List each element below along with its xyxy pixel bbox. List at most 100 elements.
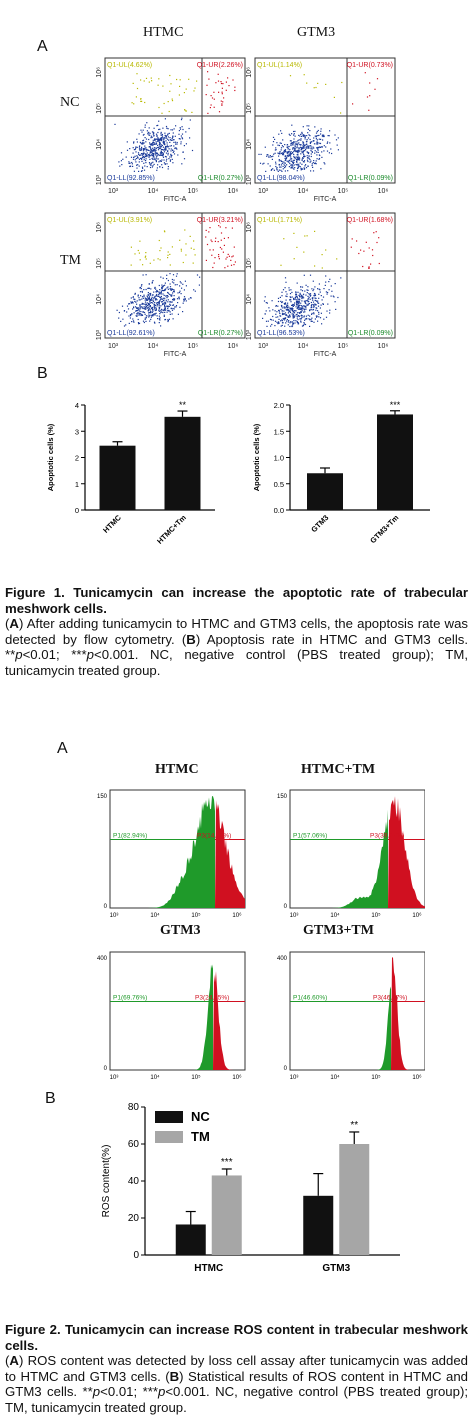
y-tick-label: 0 xyxy=(104,1066,108,1072)
y-tick-label: 1.0 xyxy=(274,454,284,463)
x-tick-label: 10⁴ xyxy=(330,1074,340,1080)
y-tick-label: 1 xyxy=(75,480,79,489)
figure1-caption-title: Figure 1. Tunicamycin can increase the a… xyxy=(5,585,468,616)
x-tick-label: 10⁴ xyxy=(298,343,309,350)
scatter-dots xyxy=(114,71,236,172)
y-tick-label: 400 xyxy=(97,956,108,962)
bar xyxy=(211,1175,242,1255)
x-tick-label: 10⁵ xyxy=(188,343,199,350)
y-tick-label: 0.0 xyxy=(274,506,284,515)
figure2-caption-body: (A) ROS content was detected by loss cel… xyxy=(5,1353,469,1415)
y-tick-label: 150 xyxy=(277,794,288,800)
significance-label: ** xyxy=(350,1120,358,1131)
figure2-panel-a-letter: A xyxy=(57,740,68,757)
histogram-peak-p3 xyxy=(391,957,425,1070)
x-tick-label: 10³ xyxy=(290,1075,299,1080)
apoptosis-bar-chart-gtm3: 0.0 0.5 1.0 1.5 2.0 Apoptotic cells (%) GTM3 **… xyxy=(252,400,430,545)
y-tick-label: 2.0 xyxy=(274,401,284,410)
quadrant-label-ul: Q1-UL(1.14%) xyxy=(257,62,302,69)
figure1-caption: Figure 1. Tunicamycin can increase the a… xyxy=(5,585,468,678)
gate-p1-label: P1(82.94%) xyxy=(113,833,147,840)
y-tick-label: 1.5 xyxy=(274,427,284,436)
y-tick-label: 10⁶ xyxy=(96,222,103,233)
figure2-caption: Figure 2. Tunicamycin can increase ROS c… xyxy=(5,1322,468,1415)
hist-title-gtm3-tm: GTM3+TM xyxy=(303,923,374,938)
y-tick-label: 10⁵ xyxy=(96,103,103,114)
bar xyxy=(377,414,413,510)
y-tick-label: 10⁵ xyxy=(246,258,253,269)
quadrant-label-ll: Q1-LL(92.85%) xyxy=(107,175,155,182)
y-tick-label: 60 xyxy=(128,1139,140,1150)
bar xyxy=(99,445,136,510)
scatter-plot: Q1-UL(1.71%) Q1-UR(1.68%) Q1-LL(96.53%) Q1-… xyxy=(246,212,396,358)
bar xyxy=(339,1144,370,1255)
y-tick-label: 10⁶ xyxy=(246,222,253,233)
y-tick-label: 10⁴ xyxy=(96,294,103,305)
x-tick-label: 10⁶ xyxy=(378,343,389,350)
histogram-peak-p3 xyxy=(213,971,245,1070)
y-tick-label: 4 xyxy=(75,401,79,410)
x-tick-label: GTM3 xyxy=(309,513,330,534)
gate-p3-label: P3(46.07%) xyxy=(373,995,407,1002)
x-tick-label: GTM3 xyxy=(322,1263,350,1274)
y-tick-label: 2 xyxy=(75,454,79,463)
significance-label: *** xyxy=(221,1157,233,1168)
bar xyxy=(303,1195,334,1255)
x-tick-label: 10³ xyxy=(258,343,269,350)
x-tick-label: 10⁵ xyxy=(338,188,349,195)
bar xyxy=(307,473,343,510)
scatter-plot-frame xyxy=(104,57,246,184)
gate-p3-label: P3(24.65%) xyxy=(195,995,229,1002)
gate-p1-label: P1(57.06%) xyxy=(293,833,327,840)
x-tick-label: 10⁶ xyxy=(412,912,422,919)
histogram-frame xyxy=(109,951,246,1071)
bar xyxy=(175,1224,206,1255)
x-tick-label: 10⁴ xyxy=(148,343,159,350)
x-tick-label: 10⁴ xyxy=(298,188,309,195)
y-tick-label: 0 xyxy=(133,1250,139,1261)
gate-p1-label: P1(69.76%) xyxy=(113,995,147,1002)
x-tick-label: 10⁶ xyxy=(378,188,389,195)
y-tick-label: 10³ xyxy=(96,329,103,340)
x-axis-label: FITC-A xyxy=(164,351,187,358)
x-axis-label: FITC-A xyxy=(314,196,337,203)
figure1-caption-body: (A) After adding tunicamycin to HTMC and… xyxy=(5,616,469,678)
apoptosis-bar-chart-htmc: 0 1 2 3 4 Apoptotic cells (%) HTMC ** HTMC+Tm xyxy=(46,400,215,546)
histogram-peak-p1 xyxy=(110,796,215,908)
x-tick-label: 10⁵ xyxy=(371,912,381,919)
quadrant-label-ll: Q1-LL(98.04%) xyxy=(257,175,305,182)
x-tick-label: 10⁴ xyxy=(330,912,340,919)
x-axis-label: FITC-A xyxy=(314,351,337,358)
scatter-dots xyxy=(116,225,236,327)
x-tick-label: 10³ xyxy=(108,188,119,195)
scatter-dots xyxy=(258,72,379,172)
x-tick-label: 10⁶ xyxy=(412,1074,422,1080)
flow-scatter-grid: Q1-UL(4.62%) Q1-UR(2.26%) Q1-LL(92.85%) Q1-… xyxy=(96,57,396,358)
significance-label: *** xyxy=(390,400,401,410)
legend-swatch xyxy=(155,1111,183,1123)
hist-title-htmc-tm: HTMC+TM xyxy=(301,762,376,777)
y-tick-label: 80 xyxy=(128,1102,140,1113)
quadrant-label-ur: Q1-UR(3.21%) xyxy=(197,217,243,224)
x-tick-label: 10⁶ xyxy=(232,912,242,919)
x-tick-label: 10⁶ xyxy=(228,188,239,195)
x-tick-label: 10⁵ xyxy=(191,912,201,919)
y-tick-label: 10³ xyxy=(246,329,253,340)
ros-bar-chart: 0 20 40 60 80 ROS content(%) *** HTMC ** GTM3 NC TM xyxy=(101,1102,400,1274)
x-tick-label: HTMC+Tm xyxy=(155,513,188,546)
x-tick-label: 10³ xyxy=(108,343,119,350)
y-tick-label: 10⁴ xyxy=(96,139,103,150)
x-tick-label: 10³ xyxy=(110,913,119,919)
y-tick-label: 0.5 xyxy=(274,480,284,489)
x-tick-label: 10⁶ xyxy=(232,1074,242,1080)
x-tick-label: 10³ xyxy=(290,913,299,919)
y-tick-label: 10⁴ xyxy=(246,294,253,305)
y-tick-label: 20 xyxy=(128,1213,140,1224)
histogram-peak-p1 xyxy=(110,964,213,1070)
figure2-panel-b-letter: B xyxy=(45,1090,56,1107)
legend-label: NC xyxy=(191,1109,210,1124)
x-tick-label: GTM3+Tm xyxy=(368,513,400,545)
figure1-panel-a-letter: A xyxy=(37,38,48,55)
